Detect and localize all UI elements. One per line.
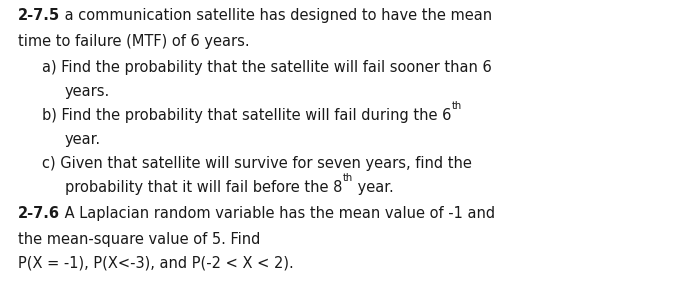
Text: year.: year. xyxy=(65,132,101,147)
Text: A Laplacian random variable has the mean value of -1 and: A Laplacian random variable has the mean… xyxy=(60,206,495,221)
Text: a) Find the probability that the satellite will fail sooner than 6: a) Find the probability that the satelli… xyxy=(42,60,491,75)
Text: 2-7.6: 2-7.6 xyxy=(18,206,60,221)
Text: th: th xyxy=(452,101,461,111)
Text: 2-7.5: 2-7.5 xyxy=(18,8,60,23)
Text: probability that it will fail before the 8: probability that it will fail before the… xyxy=(65,180,342,195)
Text: c) Given that satellite will survive for seven years, find the: c) Given that satellite will survive for… xyxy=(42,156,472,171)
Text: th: th xyxy=(342,173,353,183)
Text: time to failure (MTF) of 6 years.: time to failure (MTF) of 6 years. xyxy=(18,34,250,49)
Text: a communication satellite has designed to have the mean: a communication satellite has designed t… xyxy=(60,8,492,23)
Text: year.: year. xyxy=(353,180,393,195)
Text: b) Find the probability that satellite will fail during the 6: b) Find the probability that satellite w… xyxy=(42,108,452,123)
Text: the mean-square value of 5. Find: the mean-square value of 5. Find xyxy=(18,232,260,247)
Text: P(X = -1), P(X<-3), and P(-2 < X < 2).: P(X = -1), P(X<-3), and P(-2 < X < 2). xyxy=(18,256,294,271)
Text: years.: years. xyxy=(65,84,111,99)
